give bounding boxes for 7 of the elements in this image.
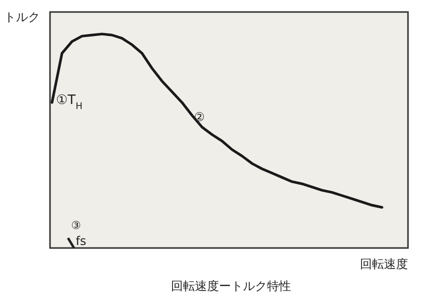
annotation: ②	[194, 110, 205, 124]
annotation: fs	[76, 234, 86, 248]
xlabel: 回転速度	[360, 257, 408, 271]
ylabel: トルク	[4, 10, 40, 24]
annotation: ①T$_{H}$	[56, 93, 82, 112]
title: 回転速度ートルク特性	[171, 279, 291, 293]
annotation: ③	[71, 219, 81, 232]
